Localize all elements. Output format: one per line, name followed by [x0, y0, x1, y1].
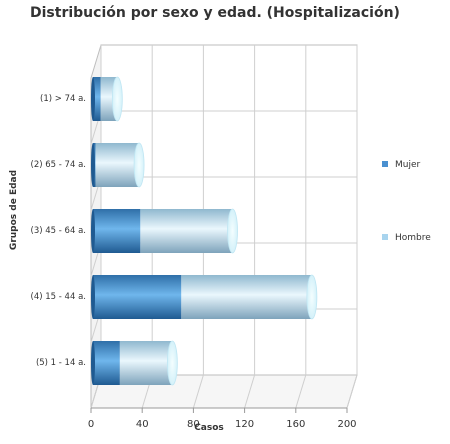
- x-axis-title: Casos: [194, 423, 224, 433]
- legend-label: Hombre: [395, 233, 431, 243]
- bar-end-cap: [111, 76, 123, 122]
- bar-end-cap: [227, 208, 238, 254]
- x-tick-label: 80: [187, 419, 200, 430]
- bar-base-cap: [91, 77, 95, 121]
- y-tick-label: (4) 15 - 44 a.: [31, 292, 86, 302]
- bar-base-cap: [91, 209, 95, 253]
- y-axis-title: Grupos de Edad: [9, 170, 19, 250]
- chart-title: Distribución por sexo y edad. (Hospitali…: [30, 5, 400, 21]
- x-tick-label: 120: [235, 419, 254, 430]
- bar-end-cap: [306, 274, 318, 320]
- bar-hombre: [95, 143, 140, 187]
- bar-hombre: [140, 209, 233, 253]
- y-tick-label: (1) > 74 a.: [40, 94, 86, 104]
- bar-mujer: [93, 275, 182, 319]
- bar-hombre: [181, 275, 312, 319]
- bar-base-cap: [91, 341, 95, 385]
- floor-gridline: [346, 374, 358, 409]
- x-tick-label: 160: [286, 419, 305, 430]
- legend-swatch: [382, 234, 388, 240]
- legend-swatch: [382, 161, 388, 167]
- bar-base-cap: [91, 275, 95, 319]
- x-tick-label: 0: [88, 419, 94, 430]
- bar-hombre: [119, 341, 173, 385]
- y-tick-label: (2) 65 - 74 a.: [31, 160, 86, 170]
- bar-base-cap: [91, 143, 95, 187]
- bar-end-cap: [166, 340, 178, 386]
- bar-mujer: [93, 77, 101, 121]
- bar-mujer: [93, 341, 120, 385]
- x-tick-label: 40: [136, 419, 149, 430]
- y-tick-label: (5) 1 - 14 a.: [36, 358, 86, 368]
- legend-label: Mujer: [395, 160, 421, 170]
- floor-gridline: [192, 374, 204, 409]
- bar-mujer: [93, 209, 141, 253]
- bar-end-cap: [133, 142, 145, 188]
- floor-gridline: [244, 374, 256, 409]
- x-tick-label: 200: [337, 419, 356, 430]
- y-tick-label: (3) 45 - 64 a.: [31, 226, 86, 236]
- floor-gridline: [295, 374, 307, 409]
